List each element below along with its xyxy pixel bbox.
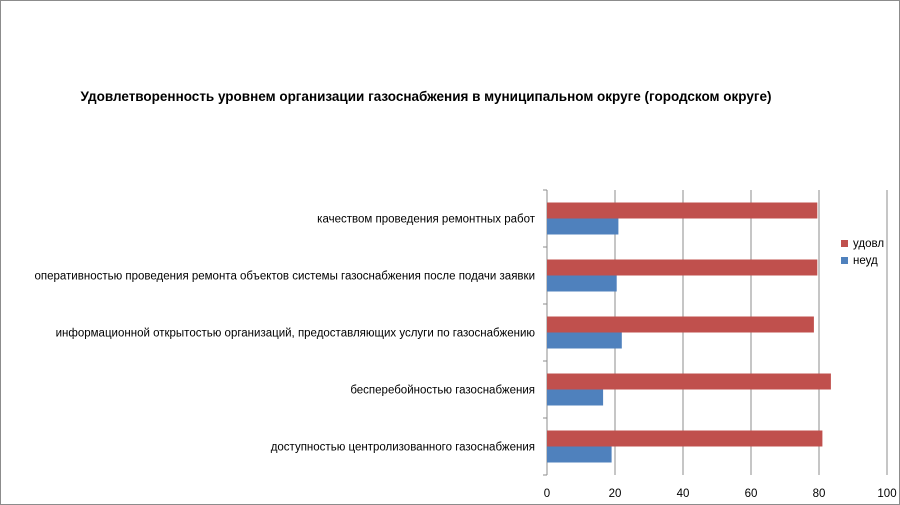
category-label: доступностью центролизованного газоснабж… — [271, 442, 535, 454]
bar — [547, 259, 818, 276]
category-label: оперативностью проведения ремонта объект… — [34, 271, 535, 283]
category-label: информационной открытостью организаций, … — [56, 328, 536, 340]
bar — [547, 332, 622, 349]
legend-label: неуд — [853, 255, 878, 267]
bar — [547, 446, 612, 463]
x-tick-label: 80 — [813, 488, 826, 500]
bar — [547, 373, 831, 390]
category-label: бесперебойностью газоснабжения — [350, 385, 535, 397]
bar — [547, 316, 814, 333]
bar — [547, 275, 617, 292]
bar — [547, 218, 619, 235]
x-tick-label: 20 — [609, 488, 622, 500]
legend-swatch — [841, 240, 848, 247]
legend-swatch — [841, 257, 848, 264]
bar — [547, 430, 823, 447]
x-tick-label: 100 — [877, 488, 896, 500]
legend-label: удовл — [853, 238, 884, 250]
bar — [547, 202, 818, 219]
x-tick-label: 60 — [745, 488, 758, 500]
bar — [547, 389, 604, 406]
x-tick-label: 40 — [677, 488, 690, 500]
category-label: качеством проведения ремонтных работ — [317, 214, 536, 226]
x-tick-label: 0 — [544, 488, 550, 500]
chart-title: Удовлетворенность уровнем организации га… — [80, 89, 772, 104]
